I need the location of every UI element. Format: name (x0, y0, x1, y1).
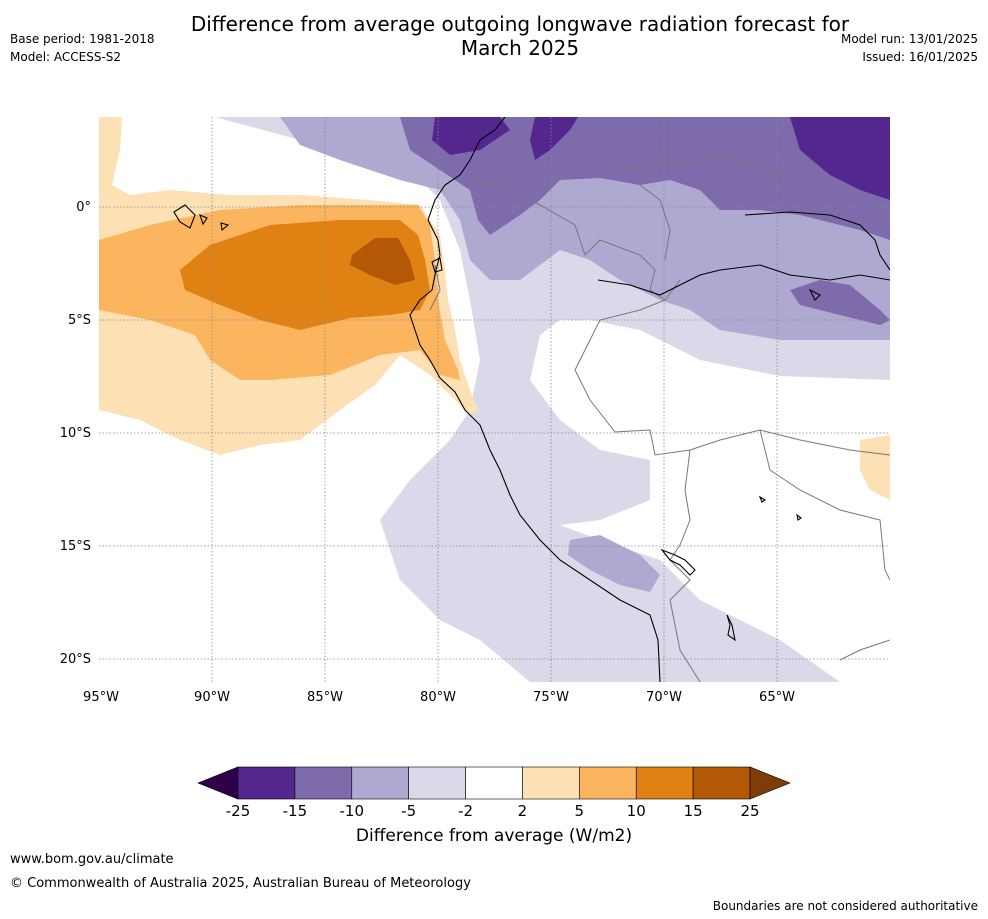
colorbar-swatch-3 (408, 766, 466, 800)
title-line-2: March 2025 (460, 36, 580, 60)
colorbar-tick-2: -10 (340, 802, 365, 820)
contour-purple-mid-east (790, 280, 890, 325)
lon-tick-5: 70°W (646, 690, 682, 705)
footer-url[interactable]: www.bom.gov.au/climate (10, 852, 174, 867)
colorbar (197, 766, 791, 800)
model-run: Model run: 13/01/2025 (840, 32, 978, 46)
colorbar-swatch-1 (294, 766, 353, 800)
colorbar-swatch-5 (522, 766, 580, 800)
colorbar-tick-4: -2 (458, 802, 473, 820)
lat-tick-1: 5°S (68, 313, 91, 328)
base-period: Base period: 1981-2018 (10, 32, 155, 46)
colorbar-tick-3: -5 (401, 802, 416, 820)
colorbar-under-arrow (197, 766, 239, 800)
meta-right: Model run: 13/01/2025 Issued: 16/01/2025 (841, 30, 978, 66)
lat-tick-3: 15°S (60, 539, 91, 554)
lon-tick-6: 65°W (759, 690, 795, 705)
colorbar-tick-5: 2 (518, 802, 528, 820)
colorbar-swatch-7 (635, 766, 694, 800)
lat-ticks: 0° 5°S 10°S 15°S 20°S (60, 200, 91, 667)
contour-purple-light-peru (568, 535, 660, 592)
gridlines (99, 117, 890, 682)
model-name: Model: ACCESS-S2 (10, 50, 122, 64)
meta-left: Base period: 1981-2018 Model: ACCESS-S2 (10, 30, 155, 66)
lat-tick-0: 0° (76, 200, 91, 215)
colorbar-swatch-4 (465, 766, 523, 800)
colorbar-over-arrow (749, 766, 791, 800)
lon-ticks: 95°W 90°W 85°W 80°W 75°W 70°W 65°W (83, 690, 795, 705)
colorbar-swatch-2 (351, 766, 409, 800)
colorbar-tick-6: 5 (575, 802, 585, 820)
map-area (99, 117, 890, 682)
colorbar-swatch-0 (237, 766, 296, 800)
colorbar-tick-0: -25 (226, 802, 251, 820)
colorbar-tick-1: -15 (283, 802, 308, 820)
colorbar-tick-8: 15 (684, 802, 703, 820)
colorbar-title: Difference from average (W/m2) (355, 826, 633, 846)
colorbar-tick-9: 25 (740, 802, 759, 820)
issued-date: Issued: 16/01/2025 (862, 50, 978, 64)
lon-tick-0: 95°W (83, 690, 119, 705)
footer-copyright: © Commonwealth of Australia 2025, Austra… (10, 876, 471, 891)
lon-tick-4: 75°W (533, 690, 569, 705)
contour-purple-dark-north2 (530, 117, 578, 160)
contour-purple-dark-ne (790, 117, 890, 200)
title-line-1: Difference from average outgoing longwav… (190, 12, 850, 36)
contour-orange-pale-east (860, 435, 890, 500)
colorbar-swatch-8 (692, 766, 751, 800)
lat-tick-4: 20°S (60, 652, 91, 667)
coastlines (173, 117, 890, 682)
lat-tick-2: 10°S (60, 426, 91, 441)
contour-purple-mid (400, 117, 890, 240)
footer-note: Boundaries are not considered authoritat… (712, 899, 978, 913)
contour-orange-dark (350, 238, 415, 285)
colorbar-ticks: -25 -15 -10 -5 -2 2 5 10 15 25 (226, 802, 760, 820)
lon-tick-1: 90°W (194, 690, 230, 705)
lon-tick-2: 85°W (307, 690, 343, 705)
page-title: Difference from average outgoing longwav… (0, 12, 988, 60)
contour-purple-dark-north (432, 117, 510, 155)
colorbar-swatch-6 (579, 766, 637, 800)
colorbar-tick-7: 10 (627, 802, 646, 820)
lon-tick-3: 80°W (420, 690, 456, 705)
